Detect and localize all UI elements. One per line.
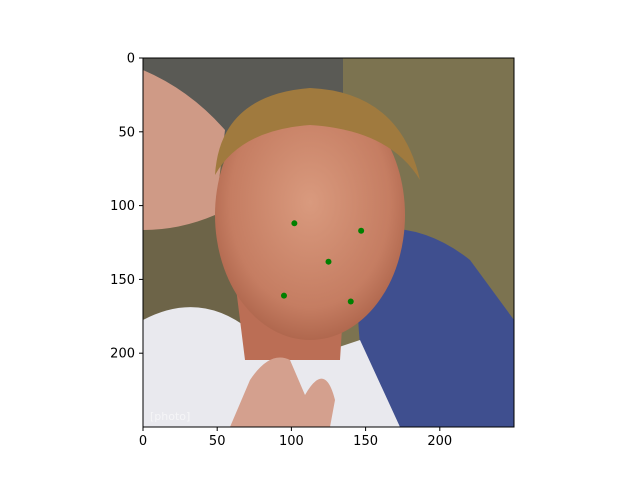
- x-tick-label: 100: [279, 434, 304, 449]
- scatter-point: [325, 258, 332, 265]
- y-tick-label: 200: [110, 347, 135, 362]
- x-tick-label: 150: [353, 434, 378, 449]
- scatter-point: [280, 292, 287, 299]
- image-placeholder-label: [photo]: [150, 410, 190, 423]
- y-axis-ticks: 0 50 100 150 200: [110, 52, 143, 362]
- y-tick-label: 100: [110, 199, 135, 214]
- y-tick-label: 50: [118, 125, 135, 140]
- x-tick-label: 50: [209, 434, 226, 449]
- y-tick-label: 150: [110, 273, 135, 288]
- scatter-point: [358, 227, 365, 234]
- scatter-point: [291, 220, 298, 227]
- x-tick-label: 0: [139, 434, 147, 449]
- scatter-point: [347, 298, 354, 305]
- axes-frame: [142, 57, 515, 428]
- axes: [142, 57, 515, 428]
- image-placeholder: [photo]: [143, 58, 514, 427]
- x-axis-ticks: 0 50 100 150 200: [139, 427, 452, 449]
- y-tick-label: 0: [127, 52, 135, 67]
- scatter-markers: [280, 220, 365, 305]
- x-tick-label: 200: [427, 434, 452, 449]
